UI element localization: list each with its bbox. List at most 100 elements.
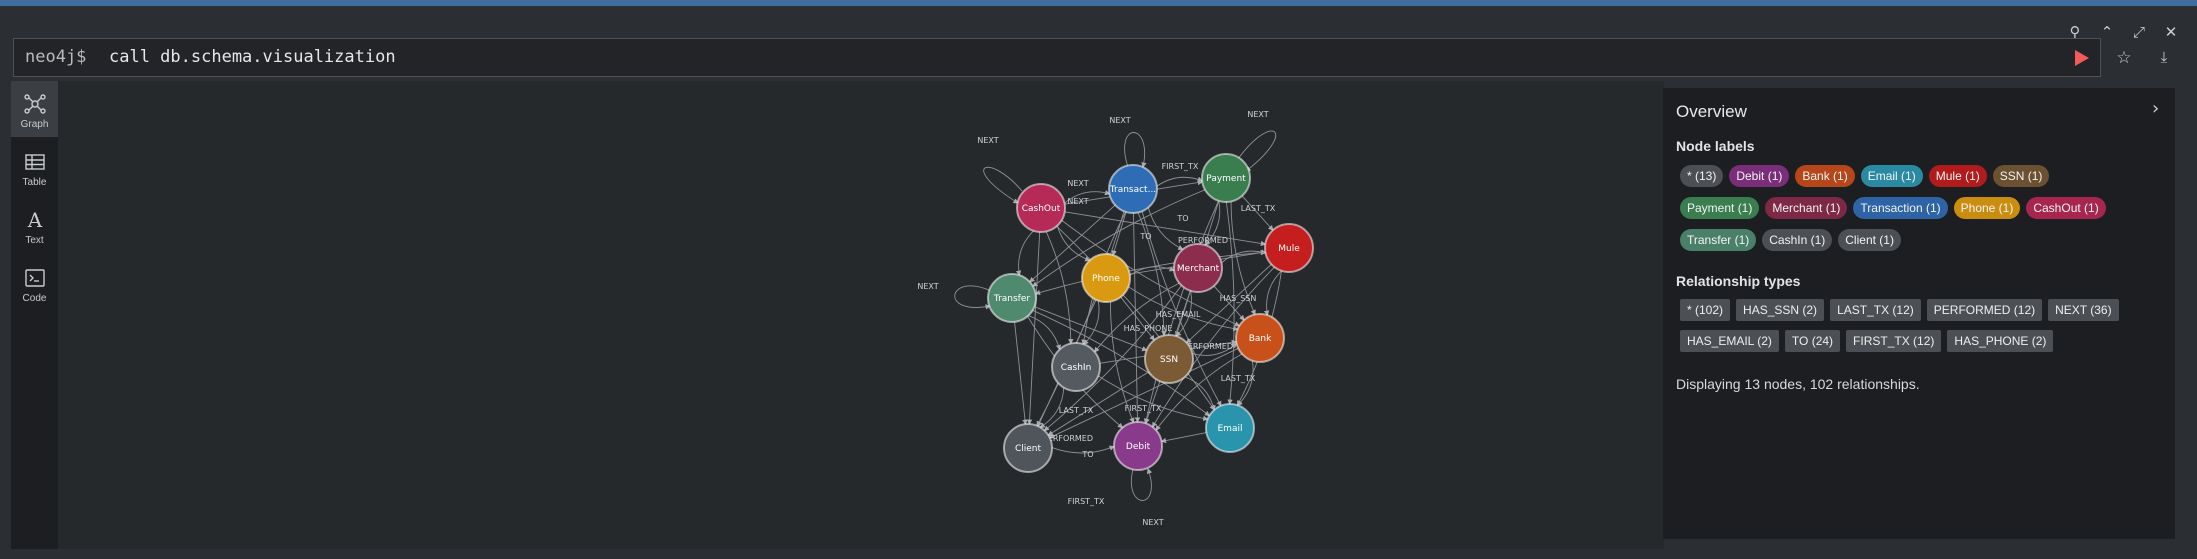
relationship-edge[interactable]	[1175, 290, 1192, 337]
run-query-button[interactable]	[2069, 46, 2093, 70]
graph-node[interactable]: Transact...	[1108, 164, 1158, 214]
graph-node[interactable]: Bank	[1235, 313, 1285, 363]
sidebar-item-code[interactable]: Code	[11, 255, 58, 311]
relationship-edge[interactable]	[1155, 353, 1243, 431]
relationship-edge[interactable]	[1034, 306, 1148, 352]
relationship-edge[interactable]	[1064, 211, 1267, 247]
collapse-icon[interactable]: ⌃	[2100, 23, 2114, 41]
graph-node[interactable]: Transfer	[987, 273, 1037, 323]
relationship-edge[interactable]	[1029, 204, 1116, 283]
graph-node[interactable]: Payment	[1201, 153, 1251, 203]
relationship-edge[interactable]	[1098, 375, 1209, 422]
sidebar-item-text[interactable]: A Text	[11, 197, 58, 253]
node-circle[interactable]	[1113, 421, 1163, 471]
close-icon[interactable]: ✕	[2164, 23, 2178, 41]
relationship-edge[interactable]	[1152, 266, 1275, 428]
node-label-pill[interactable]: Transaction (1)	[1853, 197, 1948, 219]
relationship-type-tag[interactable]: FIRST_TX (12)	[1846, 330, 1942, 352]
graph-canvas[interactable]: NEXT NEXT NEXT NEXT NEXT FIRST_TX LAST_TX TO PER…	[58, 81, 1710, 549]
relationship-edge[interactable]	[1137, 212, 1167, 337]
node-label-pill[interactable]: * (13)	[1680, 165, 1724, 187]
relationship-edge[interactable]	[1192, 342, 1238, 356]
relationship-edge[interactable]	[1111, 211, 1127, 256]
node-circle[interactable]	[1016, 183, 1066, 233]
node-circle[interactable]	[1003, 423, 1053, 473]
relationship-edge[interactable]	[1204, 200, 1221, 246]
node-label-pill[interactable]: Merchant (1)	[1765, 197, 1848, 219]
graph-node[interactable]: SSN	[1144, 334, 1194, 384]
relationship-edge[interactable]	[1048, 347, 1239, 439]
node-circle[interactable]	[1201, 153, 1251, 203]
relationship-edge[interactable]	[1064, 190, 1111, 204]
node-label-pill[interactable]: Phone (1)	[1953, 197, 2021, 219]
relationship-edge[interactable]	[1241, 195, 1274, 231]
relationship-edge[interactable]	[1032, 189, 1206, 287]
relationship-type-tag[interactable]: NEXT (36)	[2048, 299, 2119, 321]
node-label-pill[interactable]: SSN (1)	[1992, 165, 2050, 187]
node-circle[interactable]	[1205, 403, 1255, 453]
relationship-edge[interactable]	[1043, 285, 1182, 432]
node-circle[interactable]	[987, 273, 1037, 323]
relationship-edge[interactable]	[1156, 176, 1204, 187]
relationship-edge[interactable]	[1225, 201, 1235, 405]
graph-node[interactable]: Mule	[1264, 223, 1314, 273]
node-circle[interactable]	[1264, 223, 1314, 273]
relationship-edge[interactable]	[1184, 376, 1216, 411]
relationship-type-tag[interactable]: HAS_SSN (2)	[1736, 299, 1825, 321]
graph-node[interactable]: Client	[1003, 423, 1053, 473]
relationship-edge[interactable]	[1120, 296, 1155, 341]
relationship-edge[interactable]	[1143, 200, 1219, 425]
relationship-edge[interactable]	[1160, 432, 1207, 444]
relationship-type-tag[interactable]: TO (24)	[1784, 330, 1841, 352]
relationship-edge[interactable]	[1028, 315, 1062, 351]
relationship-edge[interactable]	[1263, 270, 1282, 317]
self-loop-edge[interactable]	[1131, 468, 1153, 501]
graph-node[interactable]: Phone	[1081, 253, 1131, 303]
self-loop-edge[interactable]	[954, 285, 992, 310]
query-editor[interactable]: neo4j$ call db.schema.visualization	[13, 38, 2101, 77]
self-loop-edge[interactable]	[1124, 132, 1147, 168]
relationship-edge[interactable]	[1034, 251, 1266, 296]
favorite-button[interactable]: ☆	[2112, 46, 2136, 70]
relationship-edge[interactable]	[1015, 230, 1034, 277]
query-text[interactable]: call db.schema.visualization	[109, 47, 396, 67]
node-label-pill[interactable]: Email (1)	[1860, 165, 1923, 187]
pin-icon[interactable]: ⚲	[2069, 23, 2081, 41]
node-circle[interactable]	[1235, 313, 1285, 363]
relationship-edge[interactable]	[1032, 309, 1211, 417]
node-circle[interactable]	[1144, 334, 1194, 384]
collapse-panel-chevron-icon[interactable]: ›	[2152, 98, 2160, 119]
graph-node[interactable]: Merchant	[1173, 243, 1223, 293]
node-label-pill[interactable]: Mule (1)	[1928, 165, 1987, 187]
node-circle[interactable]	[1051, 342, 1101, 392]
node-label-pill[interactable]: Debit (1)	[1729, 165, 1790, 187]
relationship-edge[interactable]	[1185, 263, 1272, 344]
relationship-edge[interactable]	[1094, 282, 1180, 353]
relationship-type-tag[interactable]: HAS_EMAIL (2)	[1680, 330, 1779, 352]
relationship-edge[interactable]	[1051, 445, 1115, 454]
relationship-edge[interactable]	[1039, 387, 1065, 428]
relationship-edge[interactable]	[1128, 286, 1239, 332]
node-label-pill[interactable]: Payment (1)	[1680, 197, 1760, 219]
self-loop-edge[interactable]	[983, 166, 1023, 204]
node-circle[interactable]	[1081, 253, 1131, 303]
relationship-type-tag[interactable]: LAST_TX (12)	[1830, 299, 1921, 321]
graph-node[interactable]: CashOut	[1016, 183, 1066, 233]
relationship-type-tag[interactable]: HAS_PHONE (2)	[1947, 330, 2054, 352]
relationship-edge[interactable]	[1230, 201, 1256, 316]
relationship-edge[interactable]	[1047, 371, 1149, 436]
schema-graph[interactable]: NEXT NEXT NEXT NEXT NEXT FIRST_TX LAST_TX TO PER…	[58, 81, 1664, 549]
relationship-edge[interactable]	[1236, 360, 1254, 406]
graph-node[interactable]: CashIn	[1051, 342, 1101, 392]
node-label-pill[interactable]: CashIn (1)	[1762, 229, 1833, 251]
relationship-edge[interactable]	[1056, 225, 1215, 411]
relationship-edge[interactable]	[1014, 321, 1028, 426]
node-label-pill[interactable]: Client (1)	[1838, 229, 1901, 251]
graph-node[interactable]: Debit	[1113, 421, 1163, 471]
node-circle[interactable]	[1173, 243, 1223, 293]
node-circle[interactable]	[1108, 164, 1158, 214]
relationship-edge[interactable]	[1083, 300, 1100, 345]
relationship-type-tag[interactable]: PERFORMED (12)	[1926, 299, 2043, 321]
node-label-pill[interactable]: Transfer (1)	[1680, 229, 1757, 251]
node-label-pill[interactable]: Bank (1)	[1795, 165, 1855, 187]
